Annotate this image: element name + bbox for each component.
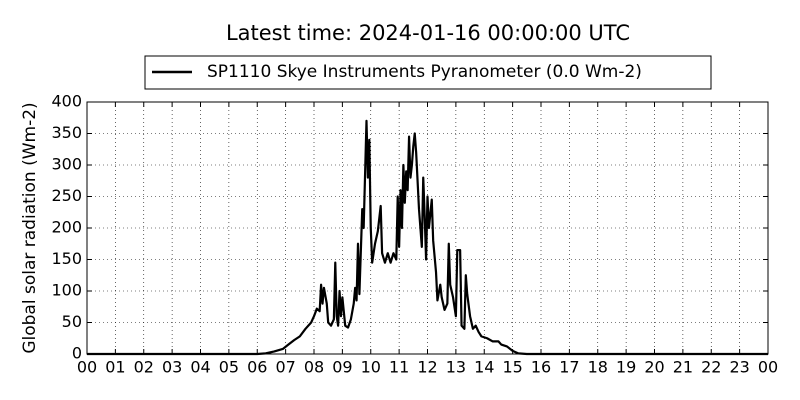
y-tick-label: 50 (62, 312, 82, 331)
legend-label: SP1110 Skye Instruments Pyranometer (0.0… (207, 62, 642, 82)
x-tick-label: 15 (502, 358, 522, 377)
x-tick-label: 17 (559, 358, 579, 377)
x-tick-label: 02 (134, 358, 154, 377)
x-tick-label: 14 (474, 358, 494, 377)
y-tick-label: 0 (72, 344, 82, 363)
x-tick-label: 09 (332, 358, 352, 377)
legend-box (144, 55, 712, 90)
x-tick-label: 05 (219, 358, 239, 377)
x-tick-label: 07 (275, 358, 295, 377)
x-tick-label: 10 (361, 358, 381, 377)
x-tick-label: 11 (389, 358, 409, 377)
x-tick-label: 18 (588, 358, 608, 377)
x-tick-label: 03 (162, 358, 182, 377)
x-tick-label: 00 (758, 358, 778, 377)
x-tick-label: 13 (446, 358, 466, 377)
x-tick-label: 22 (701, 358, 721, 377)
chart-title: Latest time: 2024-01-16 00:00:00 UTC (226, 21, 630, 45)
data-line (87, 119, 768, 356)
x-tick-label: 21 (673, 358, 693, 377)
y-tick-label: 400 (51, 92, 82, 111)
y-tick-label: 150 (51, 249, 82, 268)
y-tick-label: 350 (51, 123, 82, 142)
y-tick-label: 300 (51, 155, 82, 174)
plot-frame (86, 101, 769, 355)
x-tick-label: 23 (729, 358, 749, 377)
x-tick-label: 20 (644, 358, 664, 377)
x-tick-label: 08 (304, 358, 324, 377)
x-tick-label: 12 (417, 358, 437, 377)
y-tick-label: 100 (51, 281, 82, 300)
x-tick-label: 01 (105, 358, 125, 377)
y-tick-label: 250 (51, 186, 82, 205)
x-tick-label: 19 (616, 358, 636, 377)
x-tick-label: 06 (247, 358, 267, 377)
x-tick-label: 00 (77, 358, 97, 377)
y-tick-label: 200 (51, 218, 82, 237)
x-tick-label: 04 (190, 358, 210, 377)
y-axis-label: Global solar radiation (Wm-2) (20, 102, 40, 353)
x-tick-label: 16 (531, 358, 551, 377)
